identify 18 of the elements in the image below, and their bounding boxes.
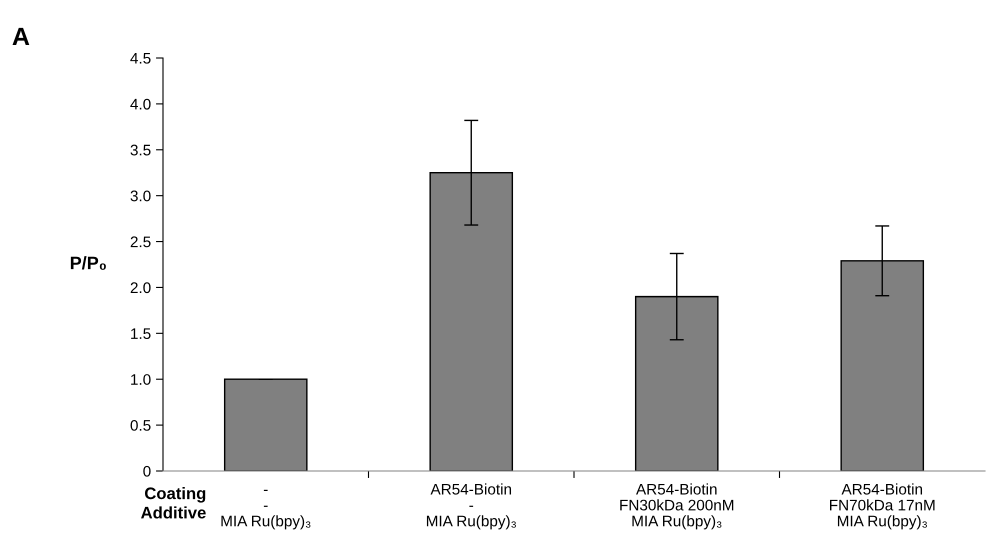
x-tick-label: AR54-Biotin - MIA Ru(bpy)₃: [426, 483, 516, 530]
x-tick-label: AR54-Biotin FN70kDa 17nM MIA Ru(bpy)₃: [830, 483, 934, 530]
text: Additive: [141, 506, 206, 519]
text: A: [12, 28, 30, 46]
y-tick-label: 4.5: [130, 53, 151, 64]
y-tick-label: 2.5: [130, 236, 151, 248]
y-tick-label: 1.5: [131, 328, 151, 340]
x-tick-label: - - MIA Ru(bpy)₃: [221, 490, 310, 530]
y-tick-label: 0: [143, 466, 151, 477]
y-tick-label: 2.0: [130, 282, 151, 294]
y-tick-label: 4.0: [130, 98, 151, 110]
y-tick-label: 3.5: [130, 144, 151, 156]
x-tick-label: AR54-Biotin FN30kDa 200nM MIA Ru(bpy)₃: [620, 483, 734, 530]
text: Coating: [144, 486, 206, 503]
y-tick-label: 0.5: [130, 420, 151, 431]
y-axis-title: P/P₀: [70, 256, 106, 270]
y-tick-label: 3.0: [130, 190, 151, 202]
y-tick-label: 1.0: [131, 374, 151, 385]
